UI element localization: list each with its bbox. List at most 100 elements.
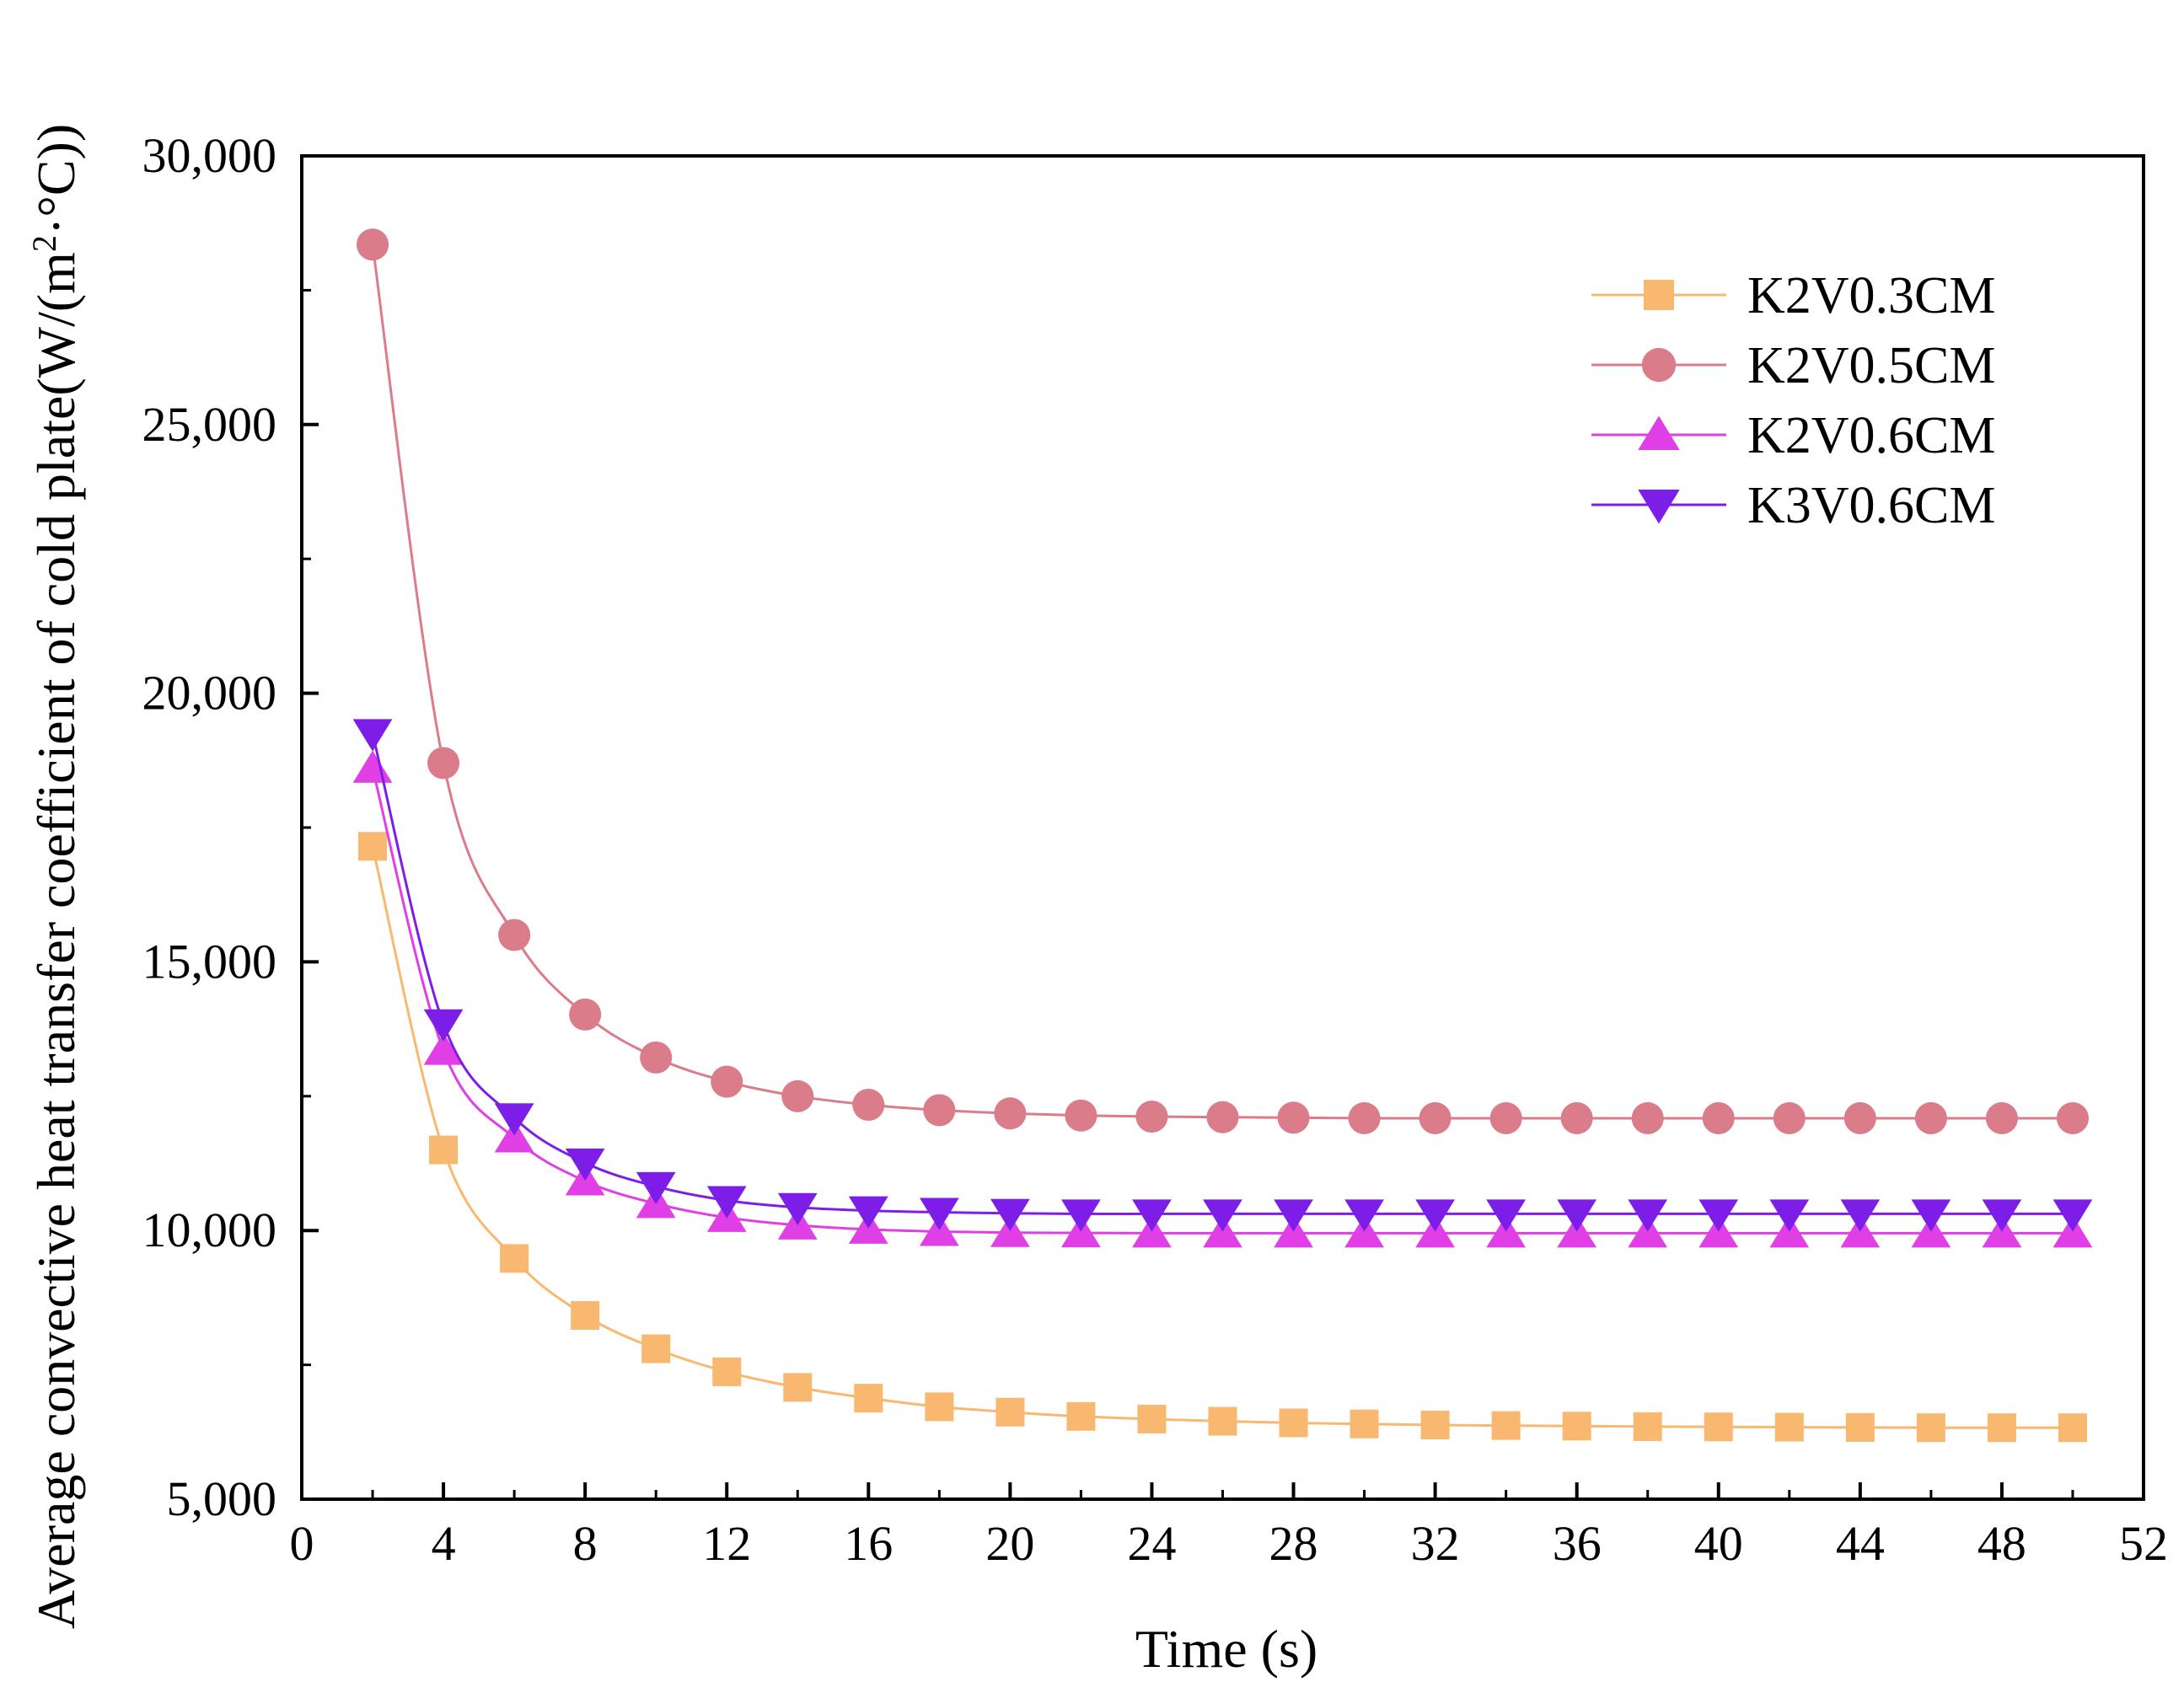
data-point (1769, 1199, 1810, 1232)
y-tick-label: 5,000 (167, 1471, 277, 1526)
legend-marker (1638, 415, 1680, 450)
data-point (1419, 1101, 1452, 1134)
data-point (1845, 1412, 1875, 1442)
data-point (1840, 1199, 1881, 1232)
data-point (1065, 1099, 1097, 1132)
x-tick-label: 24 (1127, 1516, 1176, 1571)
legend-marker (1641, 347, 1677, 383)
data-point (423, 1032, 464, 1065)
data-point (1704, 1412, 1733, 1442)
data-point (636, 1171, 676, 1205)
data-point (2058, 1413, 2087, 1443)
data-point (1415, 1199, 1455, 1232)
axis-layer: 0 4 8 12 16 20 24 28 32 36 40 44 48 525,00010,00015,0… (142, 128, 2169, 1571)
data-point (1987, 1413, 2016, 1443)
series-K3V0.6CM (352, 719, 2093, 1232)
data-point (1344, 1199, 1384, 1232)
data-point (1628, 1199, 1668, 1232)
data-point (1702, 1101, 1735, 1134)
legend-label: K2V0.3CM (1747, 267, 1996, 324)
series-line (371, 845, 2073, 1429)
data-point (990, 1198, 1030, 1232)
data-point (1914, 1101, 1947, 1134)
data-point (1350, 1409, 1379, 1439)
y-tick-label: 20,000 (142, 666, 277, 721)
data-point (498, 919, 531, 951)
data-point (1698, 1199, 1739, 1232)
data-point (352, 750, 393, 783)
data-point (1420, 1411, 1450, 1440)
data-point (1203, 1199, 1242, 1232)
data-point (1985, 1101, 2018, 1134)
data-point (781, 1080, 814, 1112)
data-point (1916, 1413, 1945, 1443)
data-point (1491, 1411, 1521, 1440)
data-point (706, 1186, 747, 1219)
y-axis-title: Average convective heat transfer coeffic… (25, 124, 87, 1629)
series-K2V0.3CM (358, 832, 2087, 1443)
legend-item-K3V0.6CM: K3V0.6CM (1591, 477, 1996, 534)
x-tick-label: 28 (1269, 1516, 1318, 1571)
legend-label: K3V0.6CM (1747, 477, 1996, 534)
legend-marker (1644, 280, 1674, 310)
x-tick-label: 48 (1977, 1516, 2026, 1571)
data-point (1562, 1412, 1591, 1441)
y-tick-label: 30,000 (142, 128, 277, 183)
data-point (919, 1197, 959, 1230)
data-point (1274, 1199, 1313, 1232)
data-point (848, 1196, 888, 1229)
data-point (565, 1148, 605, 1181)
x-tick-label: 32 (1411, 1516, 1460, 1571)
data-point (500, 1244, 529, 1273)
x-tick-label: 0 (290, 1516, 314, 1571)
data-point (494, 1120, 534, 1153)
data-point (1982, 1199, 2022, 1232)
data-point (1206, 1101, 1239, 1133)
data-point (1486, 1199, 1527, 1232)
legend: K2V0.3CM K2V0.5CM K2V0.6CM K3V0.6CM (1591, 267, 1996, 534)
data-point (1132, 1199, 1172, 1232)
x-tick-label: 36 (1553, 1516, 1602, 1571)
data-point (711, 1065, 743, 1098)
data-point (423, 1009, 464, 1042)
data-point (1773, 1101, 1806, 1134)
data-point (1633, 1412, 1662, 1441)
data-point (1066, 1401, 1096, 1431)
x-tick-label: 20 (985, 1516, 1034, 1571)
data-point (358, 832, 388, 861)
x-tick-label: 4 (432, 1516, 456, 1571)
series-layer (352, 228, 2093, 1443)
y-tick-label: 25,000 (142, 397, 277, 452)
legend-item-K2V0.3CM: K2V0.3CM (1591, 267, 1996, 324)
legend-label: K2V0.5CM (1747, 337, 1996, 394)
data-point (569, 998, 602, 1031)
y-tick-label: 15,000 (142, 934, 277, 988)
data-point (352, 719, 393, 752)
x-tick-label: 40 (1694, 1516, 1743, 1571)
data-point (1631, 1101, 1664, 1134)
data-point (427, 747, 460, 780)
data-point (1061, 1199, 1101, 1232)
legend-label: K2V0.6CM (1747, 407, 1996, 464)
data-point (494, 1103, 534, 1136)
y-axis-title-superscript: 2 (25, 235, 63, 252)
data-point (854, 1384, 883, 1413)
data-point (2056, 1101, 2090, 1134)
y-axis-title-prefix: Average convective heat transfer coeffic… (26, 252, 86, 1629)
data-point (640, 1041, 673, 1074)
data-point (1843, 1101, 1876, 1134)
legend-marker (1638, 490, 1680, 524)
data-point (1279, 1408, 1308, 1438)
y-tick-label: 10,000 (142, 1203, 277, 1257)
x-axis-title: Time (s) (1135, 1619, 1317, 1679)
data-point (356, 228, 389, 261)
x-tick-label: 44 (1836, 1516, 1885, 1571)
data-point (1911, 1199, 1951, 1232)
y-axis-title-suffix: ·°C)) (26, 124, 86, 235)
data-point (925, 1392, 954, 1422)
data-point (1137, 1404, 1167, 1433)
series-K2V0.5CM (356, 228, 2090, 1134)
data-point (1489, 1101, 1522, 1134)
